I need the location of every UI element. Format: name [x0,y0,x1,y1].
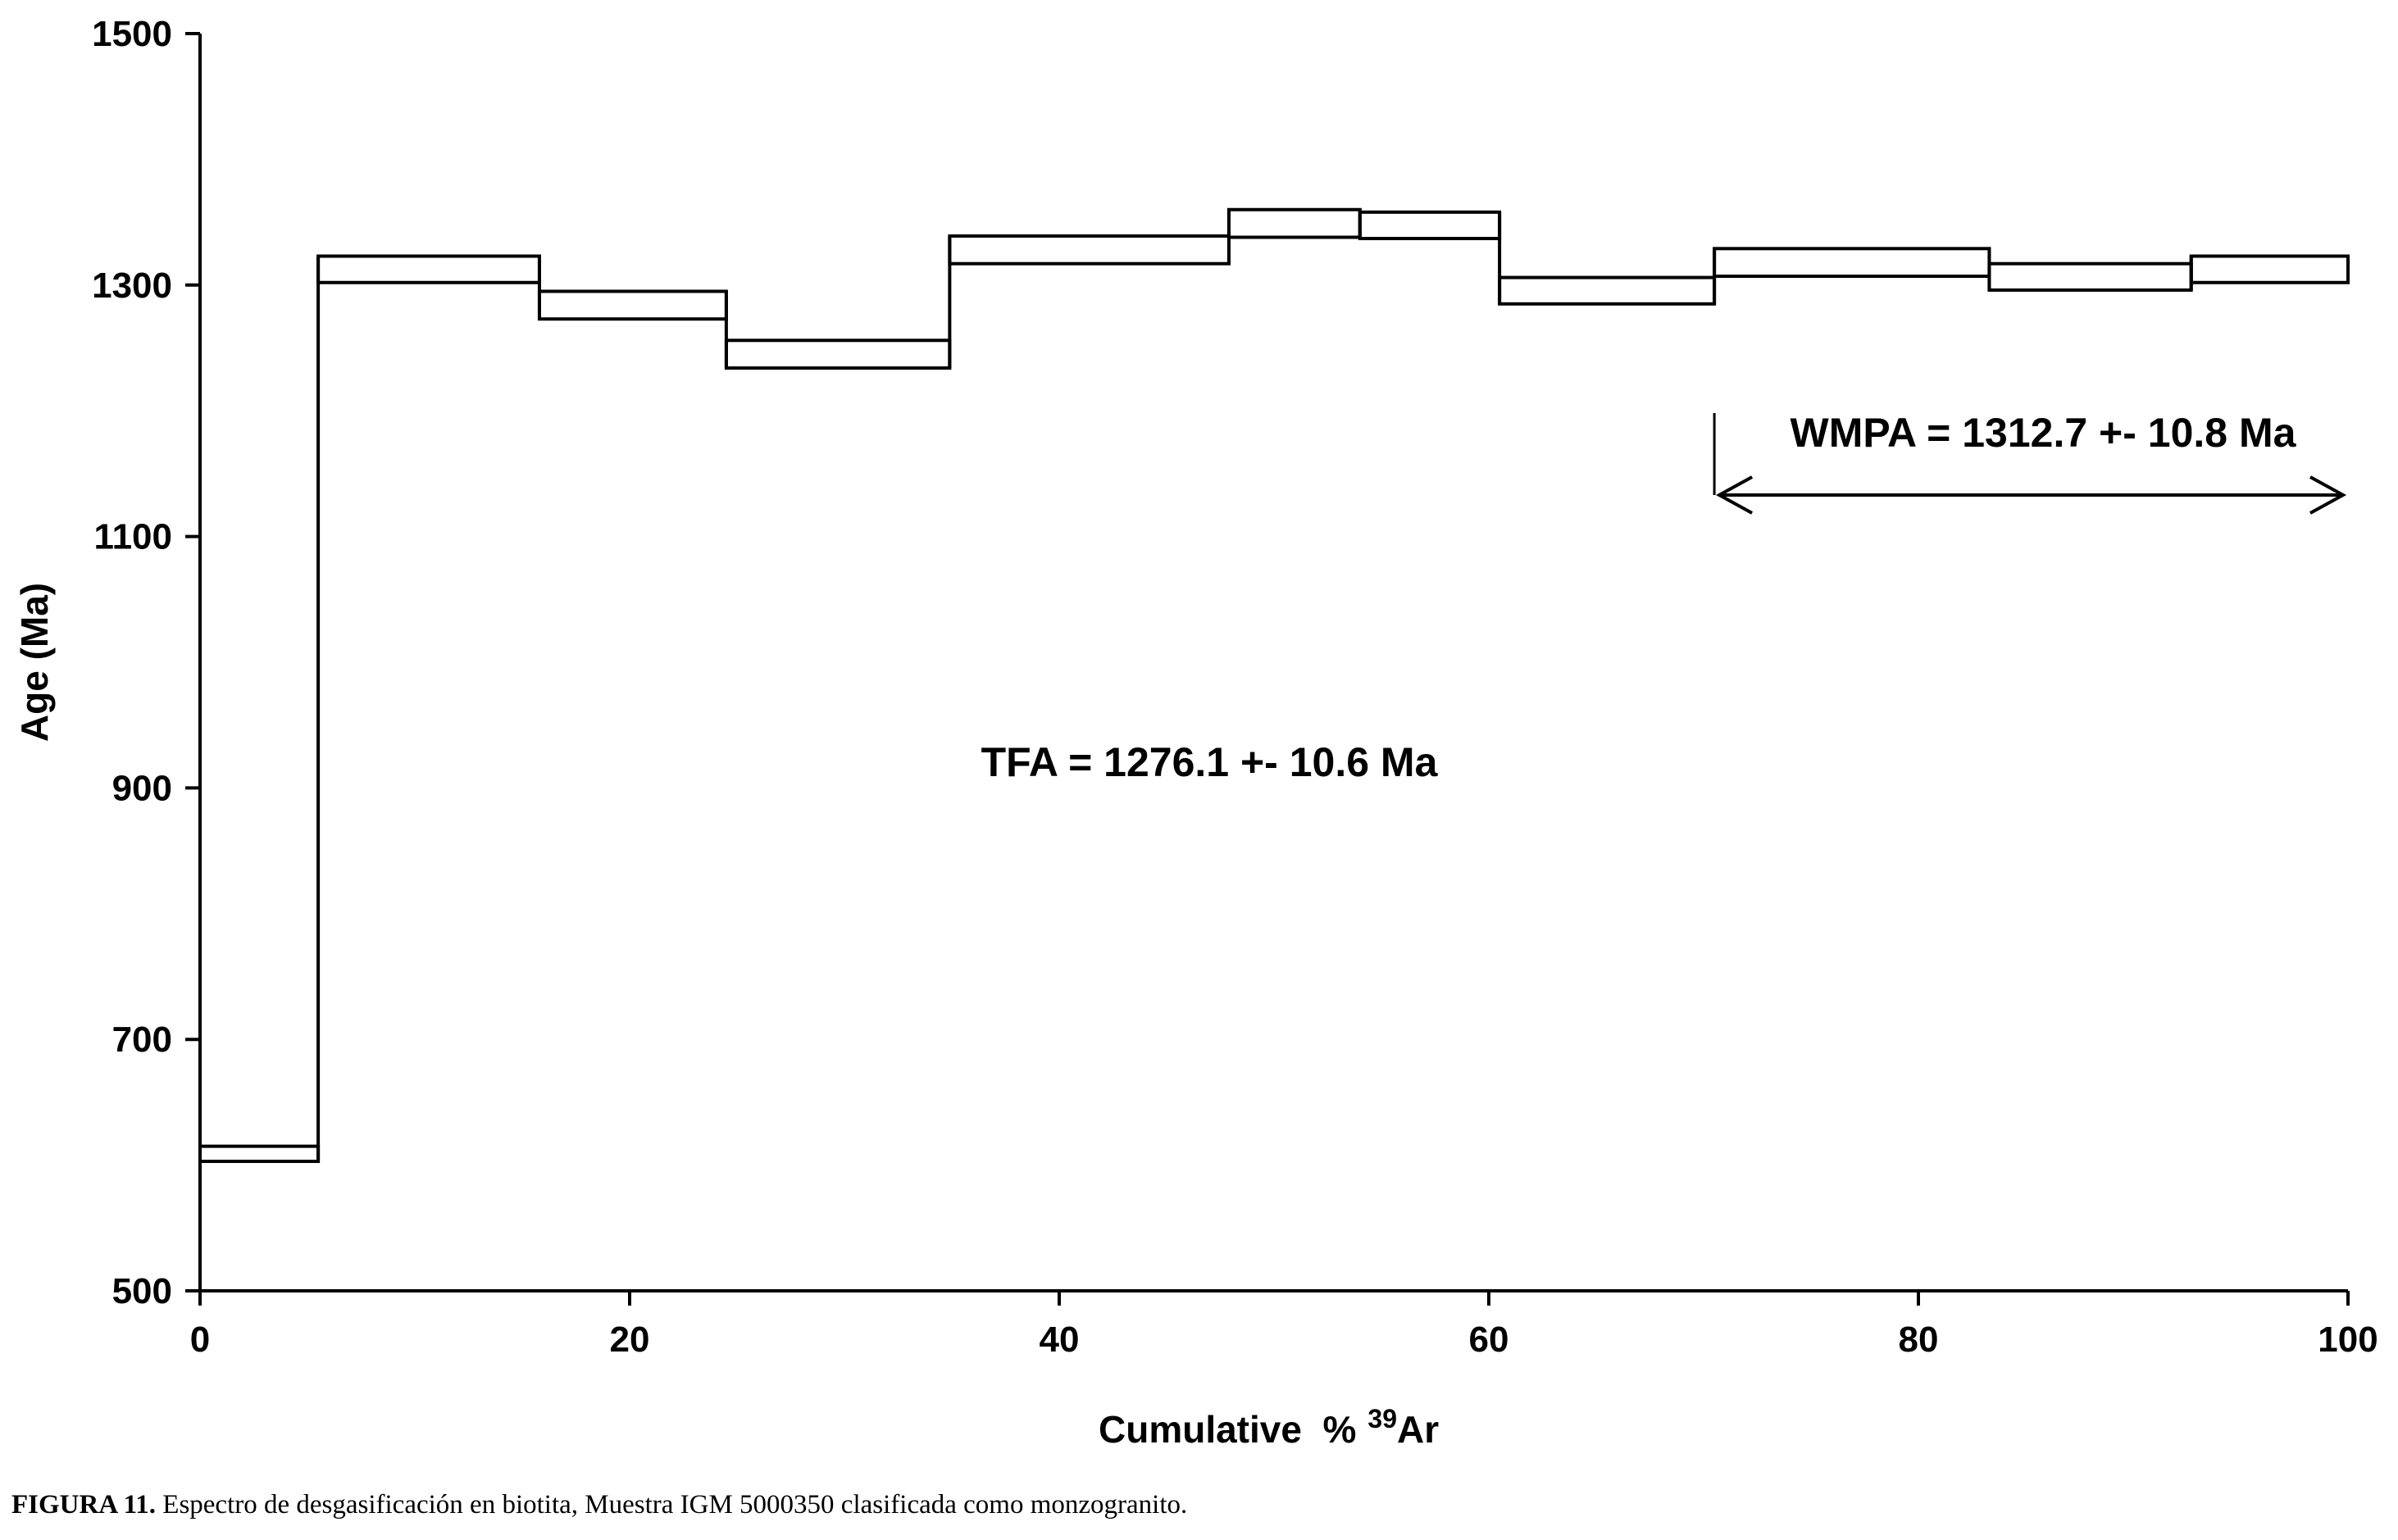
x-tick-label-0: 0 [190,1320,210,1360]
step-box-9 [1713,247,1991,279]
step-box-3 [537,289,728,321]
x-tick-label-20: 20 [610,1320,650,1360]
step-box-1 [198,1144,321,1163]
step-box-10 [1987,261,2193,292]
y-tick-label-1100: 1100 [94,517,172,557]
wmpa-annotation: WMPA = 1312.7 +- 10.8 Ma [1713,410,2347,515]
step-box-8 [1498,275,1717,306]
y-tick-label-500: 500 [112,1271,172,1311]
figure-caption: FIGURA 11. Espectro de desgasificación e… [11,1490,1187,1520]
y-tick-label-1300: 1300 [92,266,172,306]
y-tick-label-700: 700 [112,1020,172,1060]
x-axis-title-suffix: Ar [1397,1408,1439,1451]
x-tick-label-80: 80 [1899,1320,1939,1360]
wmpa-label: WMPA = 1312.7 +- 10.8 Ma [1791,410,2297,456]
step-box-7 [1358,210,1502,241]
step-box-11 [2189,254,2350,284]
wmpa-arrowhead-left [1715,475,1754,515]
y-tick-label-1500: 1500 [92,14,172,54]
y-axis-title: Age (Ma) [13,583,56,742]
x-axis-title-main: Cumulative % [1099,1408,1356,1451]
y-tick-label-900: 900 [112,768,172,808]
x-axis-title-sup: 39 [1367,1404,1397,1433]
tfa-label: TFA = 1276.1 +- 10.6 Ma [981,739,1439,785]
x-tick-label-60: 60 [1469,1320,1509,1360]
tick-labels: 500 700 900 1100 1300 1500 0 20 40 60 80 100 [92,14,2378,1360]
axes [185,32,2350,1306]
step-box-6 [1226,207,1362,239]
x-axis-title: Cumulative % 39Ar [1099,1404,1439,1451]
step-box-2 [316,254,541,284]
x-tick-label-40: 40 [1040,1320,1080,1360]
age-spectrum-steps [198,207,2350,1163]
wmpa-arrowhead-right [2309,475,2347,515]
x-tick-label-100: 100 [2318,1320,2378,1360]
caption-label: FIGURA 11. [11,1490,157,1520]
caption-text: Espectro de desgasificación en biotita, … [156,1490,1188,1520]
step-box-4 [724,338,952,370]
step-box-5 [948,234,1231,266]
